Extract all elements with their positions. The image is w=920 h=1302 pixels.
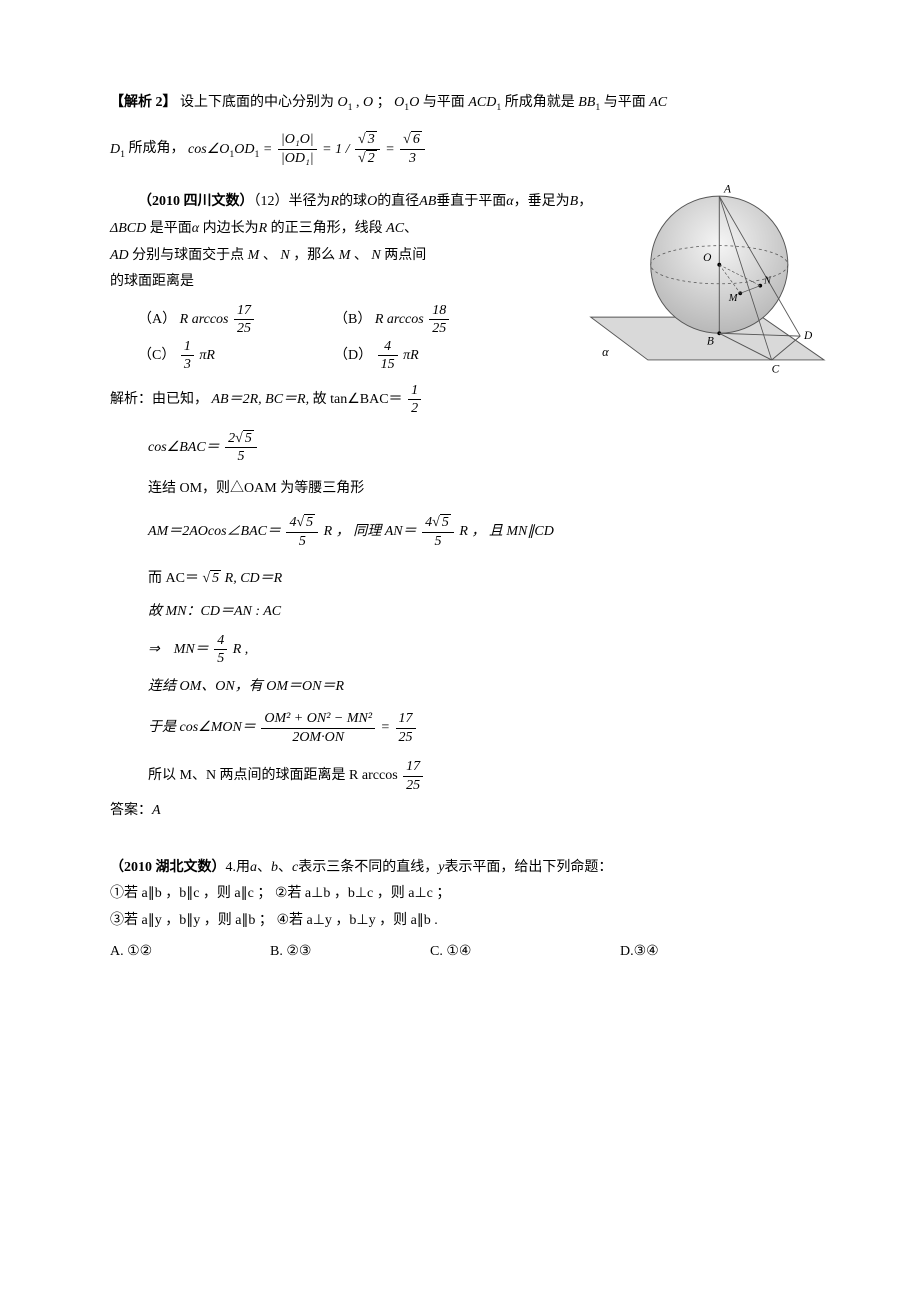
choices-row-2: （C） 13 πR （D） 415 πR — [110, 338, 530, 374]
frac-abs: |O₁O| |OD₁| — [278, 131, 317, 167]
choice-D: D.③④ — [620, 939, 760, 966]
problem-12-body: ΔBCD 是平面α 内边长为R 的正三角形，线段 AC、 AD 分别与球面交于点… — [110, 216, 530, 374]
label-alpha: α — [602, 346, 609, 360]
problem-12: A O B D C M N — [110, 189, 810, 373]
text: 半径为 — [289, 194, 331, 209]
sol12-l10: 所以 M、N 两点间的球面距离是 R arccos 1725 — [110, 758, 810, 794]
line2: ΔBCD 是平面α 内边长为R 的正三角形，线段 AC、 — [110, 216, 530, 243]
math-AC: AC — [649, 95, 667, 110]
math-O: O — [363, 95, 373, 110]
sol12-l4: AM＝2AOcos∠BAC＝ 45 5 R ， 同理 AN＝ 45 5 R ， … — [110, 514, 810, 550]
math-O1: O1 — [338, 95, 357, 110]
choice-A: A. ①② — [110, 939, 270, 966]
choice-C: （C） 13 πR — [138, 338, 334, 374]
choice-C: C. ①④ — [430, 939, 620, 966]
text: 所成角， — [129, 142, 185, 157]
sphere-diagram: A O B D C M N — [580, 179, 830, 379]
choice-B: （B） R arccos 1825 — [334, 302, 530, 338]
sol12-l6: 故 MN：CD＝AN : AC — [110, 599, 810, 626]
prob4-stmt-34: ③若 a∥y ，b∥y ，则 a∥b ； ④若 a⊥y ，b⊥y ，则 a∥b … — [110, 908, 810, 935]
label-D: D — [803, 330, 813, 342]
text: 与平面 — [604, 95, 646, 110]
label-N: N — [763, 276, 772, 287]
solution-2-line2: D1 所成角， cos∠O1OD1 = |O₁O| |OD₁| = 1 / 3 … — [110, 131, 810, 167]
source: （2010 四川文数） — [138, 194, 254, 209]
sol12-l1: 解析：由已知， AB＝2R, BC＝R, 故 tan∠BAC＝ 12 — [110, 382, 810, 418]
sol12-l2: cos∠BAC＝ 25 5 — [110, 430, 810, 466]
prob4-stmt-12: ①若 a∥b ，b∥c ，则 a∥c ； ②若 a⊥b ，b⊥c ，则 a⊥c … — [110, 881, 810, 908]
solution-12: 解析：由已知， AB＝2R, BC＝R, 故 tan∠BAC＝ 12 cos∠B… — [110, 382, 810, 825]
text: ； — [377, 95, 391, 110]
sol12-l8: 连结 OM、ON，有 OM＝ON＝R — [110, 674, 810, 701]
choice-B: B. ②③ — [270, 939, 430, 966]
prob4-choices: A. ①② B. ②③ C. ①④ D.③④ — [110, 939, 810, 966]
choice-A: （A） R arccos 1725 — [138, 302, 334, 338]
label-C: C — [772, 364, 780, 376]
sol12-answer: 答案：A — [110, 798, 810, 825]
choice-D: （D） 415 πR — [334, 338, 530, 374]
sol12-l3: 连结 OM，则△OAM 为等腰三角形 — [110, 476, 810, 503]
label-B: B — [707, 336, 714, 348]
sol12-l9: 于是 cos∠MON＝ OM² + ON² − MN² 2OM·ON = 172… — [110, 710, 810, 746]
prob4-head: （2010 湖北文数）4.用a、b、c表示三条不同的直线，y表示平面，给出下列命… — [110, 855, 810, 882]
text: 所成角就是 — [505, 95, 575, 110]
choices-row-1: （A） R arccos 1725 （B） R arccos 1825 — [110, 302, 530, 338]
line3: AD 分别与球面交于点 M 、 N ，那么 M 、 N 两点间 — [110, 243, 530, 270]
prob-num: （12） — [254, 194, 289, 209]
label-A: A — [723, 184, 731, 196]
sol12-l5: 而 AC＝ 5 R, CD＝R — [110, 566, 810, 593]
text: 设上下底面的中心分别为 — [180, 95, 334, 110]
solution-2-line1: 【解析 2】 设上下底面的中心分别为 O1 , O ； O1O 与平面 ACD1… — [110, 90, 810, 117]
frac-sqrt32: 3 2 — [355, 131, 380, 167]
label-O: O — [703, 252, 711, 264]
problem-4: （2010 湖北文数）4.用a、b、c表示三条不同的直线，y表示平面，给出下列命… — [110, 855, 810, 965]
math-BB1: BB1 — [578, 95, 604, 110]
solution-2-label: 【解析 2】 — [110, 95, 177, 110]
sol12-l7: ⇒ MN＝ 45 R , — [110, 632, 810, 668]
math-O1O: O1O — [394, 95, 423, 110]
frac-sqrt6-3: 6 3 — [400, 131, 425, 167]
cos-expr: cos∠O1OD1 = |O₁O| |OD₁| = 1 / 3 2 = 6 3 — [188, 142, 427, 157]
math-ACD1: ACD1 — [468, 95, 504, 110]
label-M: M — [728, 293, 739, 304]
text: 与平面 — [423, 95, 465, 110]
math-D1: D1 — [110, 142, 129, 157]
line4: 的球面距离是 — [110, 269, 530, 296]
